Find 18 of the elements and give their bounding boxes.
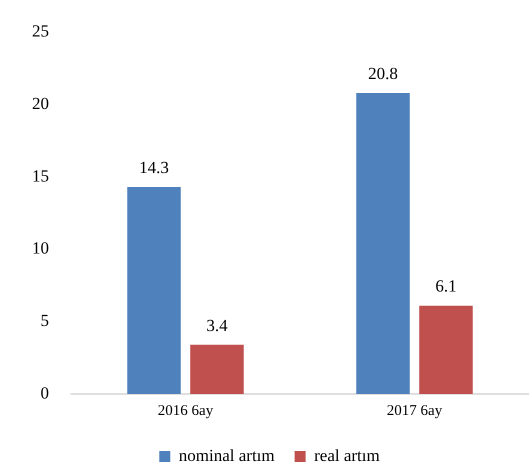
legend-label: real artım	[314, 446, 380, 465]
x-tick-label: 2017 6ay	[386, 402, 443, 419]
data-label: 14.3	[139, 158, 169, 178]
y-tick-label: 10	[32, 238, 49, 258]
y-tick-label: 25	[32, 22, 49, 41]
legend-label: nominal artım	[178, 446, 275, 465]
data-label: 3.4	[206, 316, 228, 335]
bar	[190, 344, 244, 394]
data-label: 20.8	[368, 64, 398, 83]
bar	[356, 92, 410, 394]
y-tick-label: 20	[32, 94, 49, 114]
bar	[127, 187, 181, 394]
y-tick-label: 15	[32, 166, 49, 186]
y-tick-label: 5	[40, 311, 49, 330]
data-label: 6.1	[435, 276, 457, 296]
x-tick-label: 2016 6ay	[158, 402, 214, 419]
bar	[419, 306, 473, 394]
y-tick-label: 0	[40, 383, 49, 402]
